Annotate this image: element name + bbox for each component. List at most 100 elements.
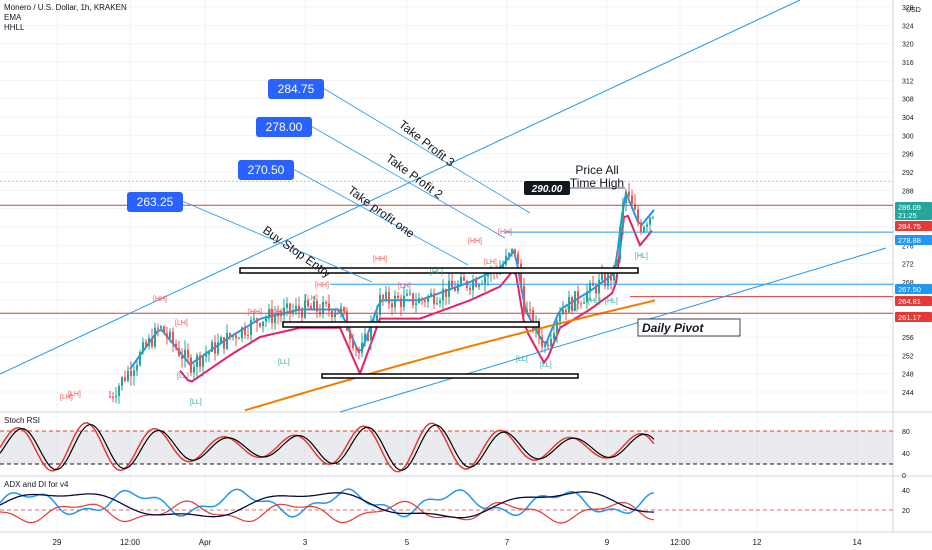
candle-body [262, 321, 264, 327]
candle-body [211, 342, 213, 352]
candle-body [193, 366, 195, 373]
adx-pane[interactable]: ADX and DI for v4 40 20 [0, 480, 910, 524]
candle-body [478, 284, 480, 287]
candle-body [352, 339, 354, 348]
price-tick-label: 248 [902, 372, 914, 379]
candle-body [190, 357, 192, 373]
candle-body [514, 248, 516, 254]
adx-line [0, 491, 655, 519]
candle-body [118, 385, 120, 397]
candle-body [310, 306, 312, 309]
time-axis[interactable]: 29 12:00 Apr 3 5 7 9 12:00 12 14 [53, 538, 862, 547]
candle-body [418, 298, 420, 304]
target-connector [292, 168, 469, 266]
time-tick-label: 12:00 [120, 538, 141, 547]
candle-body [406, 293, 408, 296]
candle-body [313, 301, 315, 309]
time-tick-label: 3 [303, 538, 308, 547]
stoch-title: Stoch RSI [4, 416, 40, 425]
candle-body [520, 263, 522, 286]
candle-body [217, 342, 219, 354]
candle-body [109, 396, 111, 398]
candle-body [316, 301, 318, 312]
pivot-marker: [HL] [430, 269, 443, 276]
symbol-title: Monero / U.S. Dollar, 1h, KRAKEN [4, 3, 127, 12]
candle-body [322, 302, 324, 315]
ath-value-box [524, 181, 570, 195]
candle-body [634, 204, 636, 210]
candle-body [253, 318, 255, 320]
price-tick-label: 296 [902, 152, 914, 159]
candle-body [448, 280, 450, 297]
candle-body [598, 279, 600, 294]
candle-body [136, 365, 138, 371]
adx-title: ADX and DI for v4 [4, 480, 69, 489]
candle-body [442, 288, 444, 301]
pivot-marker: [HL] [605, 298, 618, 305]
time-tick-label: 29 [53, 538, 62, 547]
price-tick-label: 304 [902, 115, 914, 122]
candle-body [586, 291, 588, 303]
candle-body [550, 338, 552, 347]
ath-value-text: 290.00 [531, 184, 563, 195]
support-box [282, 321, 540, 328]
stoch-rsi-pane[interactable]: Stoch RSI 80 40 0 [0, 416, 910, 480]
stoch-d-line [0, 423, 655, 471]
price-tick-label: 292 [902, 170, 914, 177]
candle-body [544, 344, 546, 347]
stoch-k-line [0, 422, 655, 473]
price-value-label: 286.09 [898, 203, 921, 212]
candle-body [595, 285, 597, 294]
candle-body [184, 349, 186, 359]
channel-lower-line [339, 247, 887, 413]
time-tick-label: 7 [505, 538, 510, 547]
candle-body [388, 291, 390, 304]
target-label-box [256, 117, 312, 137]
candle-body [433, 293, 435, 305]
pivot-marker: [HH] [248, 309, 262, 316]
candle-body [574, 291, 576, 311]
pivot-marker: [HH] [315, 282, 329, 289]
candle-body [325, 302, 327, 304]
pivot-marker: [HL] [635, 253, 648, 260]
candle-body [364, 333, 366, 343]
candle-body [421, 298, 423, 301]
time-tick-label: 9 [605, 538, 610, 547]
candle-body [601, 273, 603, 280]
candle-body [307, 300, 309, 307]
price-axis[interactable]: 2442482522562602642682722762802842882922… [895, 5, 932, 397]
candle-body [139, 352, 141, 366]
candle-body [367, 333, 369, 341]
candle-body [121, 377, 123, 386]
candle-body [127, 370, 129, 381]
candle-body [250, 319, 252, 335]
candle-body [271, 309, 273, 323]
di-plus-line [0, 488, 655, 518]
candle-body [361, 342, 363, 354]
candle-body [277, 315, 279, 317]
candle-body [130, 370, 132, 376]
candle-body [616, 259, 618, 266]
candle-body [169, 331, 171, 338]
indicator-hhll: HHLL [4, 23, 25, 32]
pivot-box [637, 318, 741, 337]
candle-body [178, 348, 180, 356]
pivot-marker: [LL] [278, 359, 290, 366]
candle-body [580, 303, 582, 305]
candle-body [145, 342, 147, 347]
candle-body [628, 191, 630, 196]
candle-body [403, 295, 405, 307]
candle-body [583, 302, 585, 304]
candle-body [289, 303, 291, 313]
candle-body [220, 337, 222, 343]
candle-body [115, 396, 117, 398]
time-tick-label: 5 [405, 538, 410, 547]
target-label-text: 278.00 [266, 120, 303, 134]
target-label-text: 270.50 [248, 163, 285, 177]
ath-text-line2: Time High [570, 176, 624, 190]
candle-body [532, 310, 534, 330]
candle-body [232, 335, 234, 338]
candle-body [346, 311, 348, 331]
candle-body [409, 293, 411, 295]
